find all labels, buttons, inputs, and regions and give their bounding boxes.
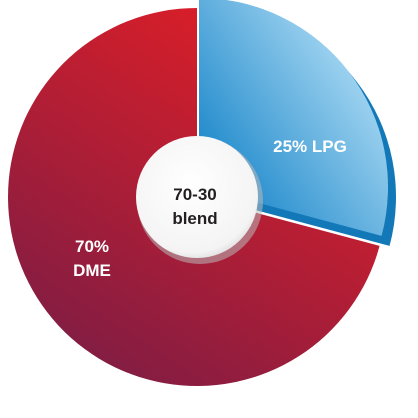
center-label-line: 70-30 — [173, 185, 216, 204]
label-dme: 70% DME — [73, 237, 111, 280]
center-hole — [136, 136, 258, 258]
label-lpg-line: 25% LPG — [273, 137, 347, 156]
label-dme-line: 70% — [75, 237, 109, 256]
labels-layer: 25% LPG 70% DME 70-30 blend — [73, 137, 347, 280]
center-label: 70-30 blend — [172, 185, 217, 228]
slices-layer — [8, 0, 396, 386]
label-dme-line: DME — [73, 261, 111, 280]
center-label-line: blend — [172, 209, 217, 228]
label-lpg: 25% LPG — [273, 137, 347, 156]
